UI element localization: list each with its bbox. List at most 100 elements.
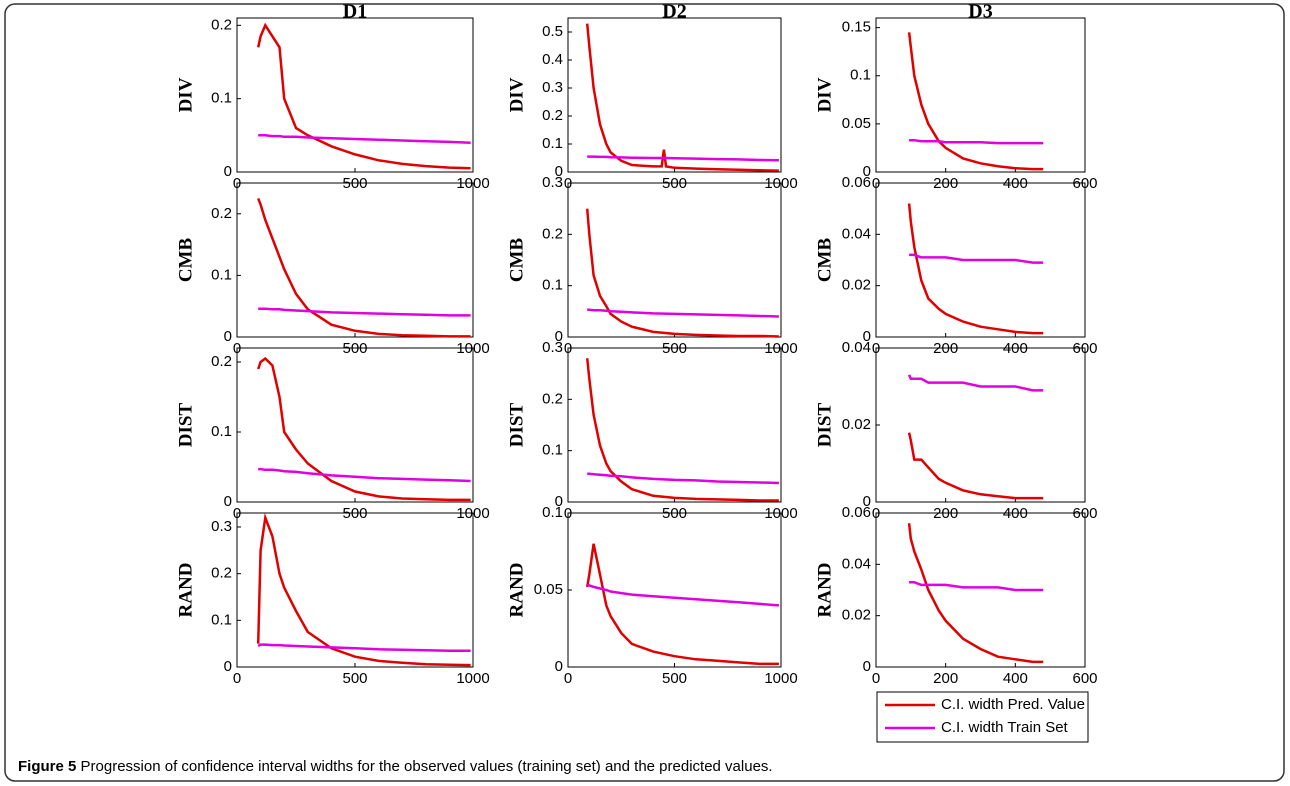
x-tick-label: 0 xyxy=(564,670,572,687)
y-tick-label: 0.3 xyxy=(542,79,563,96)
series-line xyxy=(907,374,1044,392)
x-tick-label: 0 xyxy=(233,670,241,687)
y-tick-label: 0.2 xyxy=(211,16,232,33)
legend-label: C.I. width Pred. Value xyxy=(941,696,1085,713)
y-tick-label: 0 xyxy=(555,163,563,180)
caption: Figure 5 Progression of confidence inter… xyxy=(18,758,773,775)
column-title: D3 xyxy=(968,1,992,23)
y-tick-label: 0.02 xyxy=(842,277,871,294)
plot-area xyxy=(875,347,1086,503)
x-tick-label: 500 xyxy=(342,670,367,687)
y-tick-label: 0.2 xyxy=(211,565,232,582)
y-tick-label: 0.1 xyxy=(542,277,563,294)
series-line xyxy=(587,308,779,318)
y-tick-label: 0 xyxy=(863,163,871,180)
y-axis-label: DIST xyxy=(175,402,196,447)
plot-area xyxy=(567,17,782,173)
x-tick-label: 1000 xyxy=(764,670,797,687)
y-tick-label: 0.02 xyxy=(842,607,871,624)
y-tick-label: 0.2 xyxy=(542,225,563,242)
y-axis-label: DIST xyxy=(814,402,835,447)
series-line xyxy=(256,512,471,667)
y-tick-label: 0.1 xyxy=(211,611,232,628)
series-line xyxy=(258,467,471,483)
y-tick-label: 0 xyxy=(555,328,563,345)
y-tick-label: 0.15 xyxy=(842,19,871,36)
y-tick-label: 0.05 xyxy=(842,115,871,132)
plot-area xyxy=(875,512,1086,668)
frame xyxy=(4,3,1285,782)
x-tick-label: 0 xyxy=(872,670,880,687)
x-tick-label: 400 xyxy=(1003,670,1028,687)
y-axis-label: CMB xyxy=(814,238,835,283)
x-tick-label: 600 xyxy=(1072,670,1097,687)
y-tick-label: 0 xyxy=(863,328,871,345)
y-tick-label: 0.2 xyxy=(542,390,563,407)
series-line xyxy=(907,432,1044,500)
series-line xyxy=(909,581,1044,592)
y-axis-label: CMB xyxy=(506,238,527,283)
series-line xyxy=(257,197,471,338)
y-tick-label: 0.02 xyxy=(842,416,871,433)
series-line xyxy=(587,472,779,485)
y-axis-label: DIV xyxy=(506,77,527,112)
series-line xyxy=(907,32,1044,171)
y-axis-label: RAND xyxy=(175,563,196,618)
x-tick-label: 1000 xyxy=(456,670,489,687)
caption-label: Figure 5 xyxy=(18,758,76,775)
y-tick-label: 0.04 xyxy=(842,225,871,242)
y-tick-label: 0.1 xyxy=(211,423,232,440)
y-axis-label: DIST xyxy=(506,402,527,447)
y-tick-label: 0.2 xyxy=(211,353,232,370)
series-line xyxy=(909,138,1044,145)
y-axis-label: DIV xyxy=(814,77,835,112)
y-axis-label: DIV xyxy=(175,77,196,112)
caption-text: Progression of confidence interval width… xyxy=(81,758,773,775)
series-line xyxy=(256,22,471,170)
plot-area xyxy=(875,182,1086,338)
legend-box xyxy=(876,691,1089,743)
y-tick-label: 0 xyxy=(224,493,232,510)
series-line xyxy=(258,134,471,144)
y-tick-label: 0 xyxy=(863,493,871,510)
y-axis-label: RAND xyxy=(814,563,835,618)
y-tick-label: 0.3 xyxy=(542,339,563,356)
y-tick-label: 0 xyxy=(224,658,232,675)
y-tick-label: 0.3 xyxy=(211,518,232,535)
y-axis-label: CMB xyxy=(175,238,196,283)
y-tick-label: 0 xyxy=(555,658,563,675)
series-line xyxy=(258,307,471,317)
series-line xyxy=(907,523,1044,664)
y-tick-label: 0 xyxy=(224,163,232,180)
series-line xyxy=(909,253,1044,264)
y-tick-label: 0.1 xyxy=(542,442,563,459)
y-tick-label: 0.06 xyxy=(842,504,871,521)
series-line xyxy=(585,208,779,338)
series-line xyxy=(587,584,779,607)
series-line xyxy=(585,358,779,502)
y-tick-label: 0.06 xyxy=(842,174,871,191)
series-line xyxy=(907,203,1044,335)
legend-label: C.I. width Train Set xyxy=(941,719,1069,736)
y-tick-label: 0.1 xyxy=(211,266,232,283)
y-tick-label: 0.2 xyxy=(542,107,563,124)
y-tick-label: 0.04 xyxy=(842,339,871,356)
series-line xyxy=(585,23,779,172)
y-tick-label: 0.1 xyxy=(850,67,871,84)
y-tick-label: 0 xyxy=(555,493,563,510)
plot-area xyxy=(875,17,1086,173)
x-tick-label: 500 xyxy=(662,670,687,687)
series-line xyxy=(257,643,471,652)
y-tick-label: 0.4 xyxy=(542,51,563,68)
plot-area xyxy=(236,17,474,173)
x-tick-label: 200 xyxy=(933,670,958,687)
y-tick-label: 0.2 xyxy=(211,205,232,222)
y-tick-label: 0 xyxy=(224,328,232,345)
y-tick-label: 0.05 xyxy=(534,581,563,598)
series-line xyxy=(257,356,471,502)
series-line xyxy=(587,155,779,162)
column-title: D2 xyxy=(662,1,686,23)
y-tick-label: 0.1 xyxy=(542,135,563,152)
y-tick-label: 0.3 xyxy=(542,174,563,191)
